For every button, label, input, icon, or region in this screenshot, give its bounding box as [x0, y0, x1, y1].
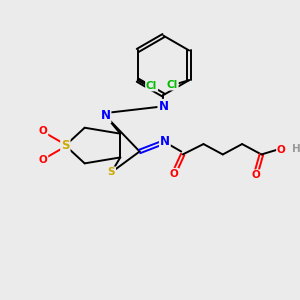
- Text: N: N: [100, 109, 110, 122]
- Text: O: O: [277, 145, 286, 155]
- Text: N: N: [160, 135, 170, 148]
- Text: O: O: [251, 170, 260, 180]
- Text: O: O: [39, 126, 47, 136]
- Text: O: O: [169, 169, 178, 179]
- Text: S: S: [61, 139, 70, 152]
- Text: O: O: [39, 155, 47, 165]
- Text: Cl: Cl: [167, 80, 178, 90]
- Text: Cl: Cl: [146, 80, 157, 91]
- Text: H: H: [292, 143, 300, 154]
- Text: S: S: [108, 167, 115, 177]
- Text: N: N: [158, 100, 168, 113]
